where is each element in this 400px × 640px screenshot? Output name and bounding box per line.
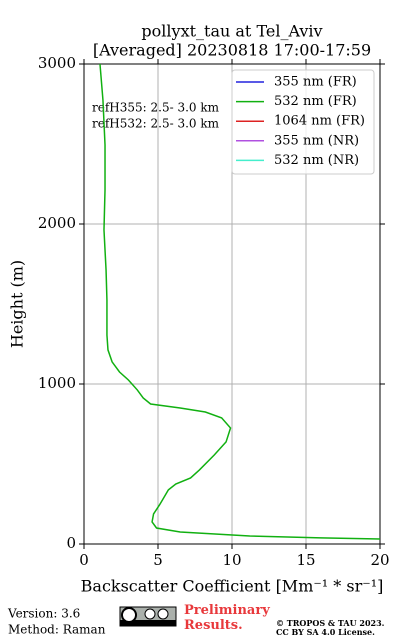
legend-label: 1064 nm (FR) [274,114,365,129]
y-tick-label: 2000 [38,214,76,232]
legend-label: 355 nm (FR) [274,75,357,90]
profile-line [99,63,381,540]
y-tick-label: 0 [66,534,76,552]
y-tick-label: 1000 [38,374,76,392]
x-axis-label: Backscatter Coefficient [Mm⁻¹ * sr⁻¹] [81,577,384,596]
copyright: © TROPOS & TAU 2023. [276,618,385,628]
x-tick-label: 10 [222,551,241,569]
preliminary: Preliminary Results. [184,603,270,633]
plot-frame [83,63,381,545]
version: Version: 3.6 [7,607,80,621]
y-tick-label: 3000 [38,54,76,72]
legend-box [231,69,375,175]
method: Method: Raman [8,623,106,637]
y-axis-label: Height (m) [8,260,27,348]
x-tick-label: 20 [370,551,389,569]
annotation: refH355: 2.5- 3.0 km [92,101,220,115]
annotation: refH532: 2.5- 3.0 km [92,117,220,131]
x-tick-label: 0 [79,551,89,569]
legend-label: 532 nm (FR) [274,94,357,109]
x-tick-label: 5 [153,551,163,569]
legend-label: 532 nm (NR) [274,153,359,168]
chart-title: pollyxt_tau at Tel_Aviv [141,22,322,41]
chart-subtitle: [Averaged] 20230818 17:00-17:59 [93,41,371,60]
legend-label: 355 nm (NR) [274,133,359,148]
x-tick-label: 15 [296,551,315,569]
cc-logo [119,606,177,627]
license: CC BY SA 4.0 License. [276,627,375,637]
